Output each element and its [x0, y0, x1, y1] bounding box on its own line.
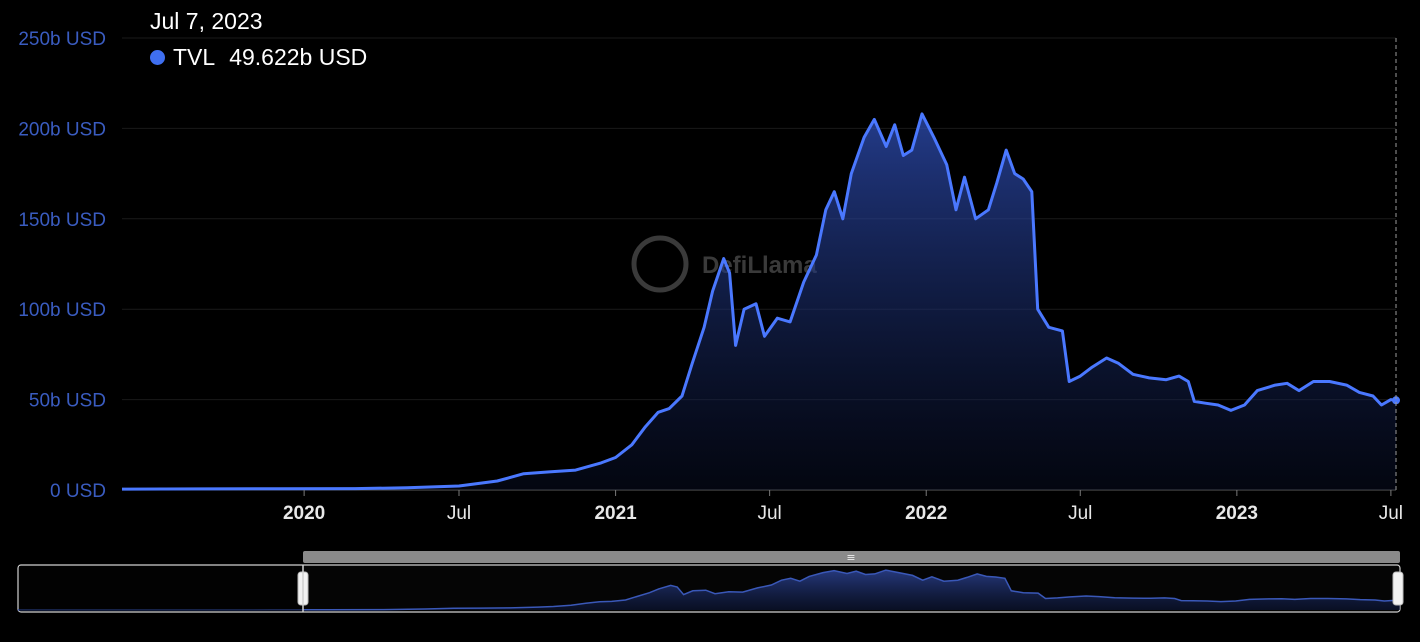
- x-tick-label: Jul: [1379, 503, 1403, 524]
- y-tick-label: 0 USD: [50, 481, 106, 502]
- y-tick-label: 100b USD: [18, 300, 106, 321]
- zoom-handle-right[interactable]: [1392, 571, 1404, 606]
- zoom-drag-bar[interactable]: [303, 551, 1400, 563]
- series-tvl: [121, 112, 1400, 491]
- tooltip-row: TVL 49.622b USD: [150, 44, 367, 71]
- x-tick-label: 2020: [283, 503, 325, 524]
- zoom-preview-line: [18, 569, 1401, 611]
- x-tick-label: Jul: [447, 503, 471, 524]
- x-tick-label: 2022: [905, 503, 947, 524]
- series-area-fill: [122, 113, 1396, 491]
- zoom-preview-area: [18, 570, 1400, 610]
- x-tick-label: Jul: [1068, 503, 1092, 524]
- y-tick-label: 150b USD: [18, 210, 106, 231]
- data-point: [1392, 396, 1400, 405]
- x-tick-label: 2023: [1216, 503, 1258, 524]
- y-tick-label: 50b USD: [29, 391, 106, 412]
- x-tick-label: Jul: [757, 503, 781, 524]
- x-tick-label: 2021: [594, 503, 637, 524]
- zoom-grip-icon: ≡: [846, 551, 855, 564]
- tooltip-series-label: TVL: [173, 44, 216, 70]
- y-tick-label: 250b USD: [18, 29, 106, 50]
- tooltip-date: Jul 7, 2023: [150, 8, 263, 34]
- series-line: [121, 112, 1397, 491]
- y-tick-label: 200b USD: [18, 119, 106, 140]
- x-axis: 2020 Jul 2021 Jul 2022 Jul 2023 Jul: [283, 490, 1403, 524]
- series-dot-icon: [150, 50, 165, 65]
- defillama-logo-icon: [631, 235, 689, 293]
- zoom-unselected-region: [19, 566, 303, 611]
- zoom-slider[interactable]: ≡: [17, 551, 1404, 613]
- tooltip-value: 49.622b USD: [229, 44, 368, 70]
